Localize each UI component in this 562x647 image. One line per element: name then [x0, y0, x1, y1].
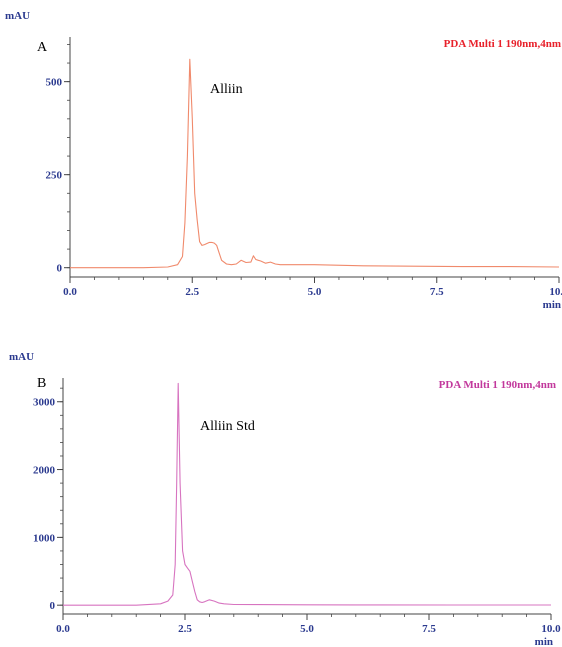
chromatogram-line-a: [70, 58, 560, 269]
x-ticks-a: 0.0 2.5 5.0 7.5 10.0: [63, 277, 562, 298]
y-tick-label-b: 0: [50, 600, 56, 612]
y-axis-label-a: mAU: [5, 10, 30, 22]
x-ticks-b: 0.0 2.5 5.0 7.5 10.0: [56, 614, 561, 635]
y-tick-label-a: 250: [46, 170, 63, 182]
y-tick-label-a: 500: [46, 77, 63, 89]
y-axis-label-b: mAU: [9, 351, 34, 363]
x-axis-label-a: min: [543, 299, 561, 311]
x-tick-label-a: 10.0: [549, 286, 562, 298]
y-ticks-a: 0 250 500: [46, 44, 70, 275]
chromatogram-line-b: [63, 382, 551, 606]
plot-frame-b: [62, 378, 551, 615]
plot-frame-a: [69, 37, 559, 278]
legend-a: PDA Multi 1 190nm,4nm: [444, 38, 561, 50]
x-tick-label-b: 5.0: [300, 623, 314, 635]
x-tick-label-a: 5.0: [308, 286, 322, 298]
chart-panel-b: mAU B Alliin Std PDA Multi 1 190nm,4nm m…: [9, 351, 561, 647]
x-tick-label-b: 10.0: [541, 623, 561, 635]
peak-annotation-a: Alliin: [210, 82, 243, 97]
chart-panel-a: mAU A Alliin PDA Multi 1 190nm,4nm min 0…: [5, 10, 562, 311]
x-tick-label-b: 7.5: [422, 623, 436, 635]
panel-label-b: B: [37, 376, 46, 391]
y-tick-label-b: 2000: [33, 465, 56, 477]
x-tick-label-a: 0.0: [63, 286, 77, 298]
x-axis-label-b: min: [535, 636, 553, 647]
legend-b: PDA Multi 1 190nm,4nm: [439, 379, 556, 391]
panel-label-a: A: [37, 40, 48, 55]
series-b: [63, 382, 551, 606]
x-tick-label-a: 7.5: [430, 286, 444, 298]
y-ticks-b: 0 1000 2000 3000: [33, 387, 63, 612]
y-tick-label-b: 1000: [33, 532, 56, 544]
x-tick-label-a: 2.5: [185, 286, 199, 298]
y-tick-label-b: 3000: [33, 397, 56, 409]
y-tick-label-a: 0: [57, 263, 63, 275]
x-tick-label-b: 2.5: [178, 623, 192, 635]
series-a: [70, 58, 560, 269]
peak-annotation-b: Alliin Std: [200, 419, 255, 434]
x-tick-label-b: 0.0: [56, 623, 70, 635]
